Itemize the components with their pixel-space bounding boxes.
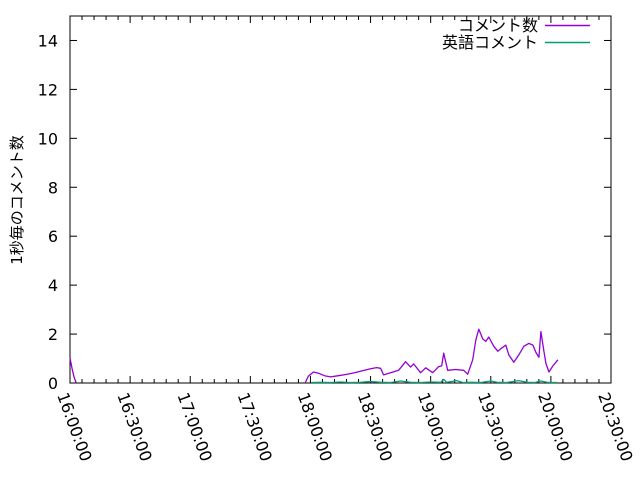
- y-tick-label: 12: [38, 80, 58, 99]
- x-tick-label: 16:00:00: [53, 390, 95, 464]
- x-tick-label: 17:00:00: [173, 390, 215, 464]
- y-tick-label: 14: [38, 31, 58, 50]
- legend-label-comments: コメント数: [458, 16, 538, 35]
- series-line-0: [304, 328, 559, 383]
- x-tick-label: 19:00:00: [414, 390, 456, 464]
- legend: コメント数 英語コメント: [442, 16, 590, 52]
- x-tick-label: 17:30:00: [234, 390, 276, 464]
- data-series: [69, 328, 559, 384]
- x-tick-label: 20:00:00: [534, 390, 576, 464]
- x-tick-label: 18:30:00: [354, 390, 396, 464]
- series-line-0: [69, 357, 77, 383]
- x-tick-label: 19:30:00: [474, 390, 516, 464]
- plot-border: [69, 15, 612, 384]
- y-axis-ticks: [70, 39, 611, 384]
- y-tick-label: 8: [48, 178, 58, 197]
- y-axis-tick-labels: 0 2 4 6 8 10 12 14: [38, 31, 58, 393]
- y-tick-label: 10: [38, 129, 58, 148]
- x-axis-ticks: [69, 16, 612, 383]
- y-tick-label: 6: [48, 227, 58, 246]
- y-tick-label: 0: [48, 374, 58, 393]
- y-tick-label: 2: [48, 325, 58, 344]
- x-axis-tick-labels: 16:00:00 16:30:00 17:00:00 17:30:00 18:00:00…: [53, 390, 636, 464]
- x-tick-label: 18:00:00: [294, 390, 336, 464]
- y-axis-title: 1秒毎のコメント数: [8, 135, 26, 265]
- x-tick-label: 16:30:00: [113, 390, 155, 464]
- series-line-1: [311, 378, 557, 384]
- x-tick-label: 20:30:00: [594, 390, 636, 464]
- legend-label-english: 英語コメント: [442, 33, 538, 52]
- y-tick-label: 4: [48, 276, 58, 295]
